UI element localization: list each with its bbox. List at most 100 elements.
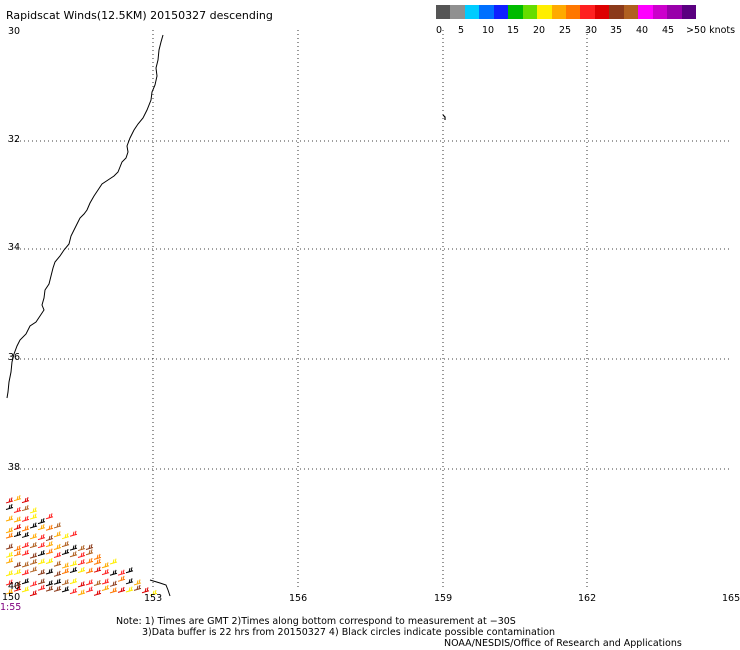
wind-barb [37, 578, 46, 585]
wind-barb [133, 584, 142, 591]
wind-barb [93, 589, 102, 596]
wind-barb [13, 516, 22, 523]
wind-barb [69, 588, 78, 595]
wind-barb [37, 542, 46, 549]
lon-label-165: 165 [722, 593, 740, 604]
legend-swatch [609, 5, 625, 19]
wind-barb [21, 569, 30, 576]
wind-barb [45, 557, 54, 564]
wind-barb [5, 497, 14, 504]
wind-barb [69, 566, 78, 573]
wind-barb [37, 524, 46, 531]
coastline-south [149, 579, 171, 597]
wind-barb [85, 567, 94, 574]
coastline [6, 34, 164, 399]
wind-barb [29, 522, 38, 529]
wind-barb [5, 527, 14, 534]
lon-label-162: 162 [578, 593, 597, 604]
legend-label: 45 [662, 25, 675, 36]
wind-barb [77, 545, 86, 552]
wind-barb [21, 578, 30, 585]
wind-barb [77, 581, 86, 588]
wind-barb [85, 586, 94, 593]
wind-barb [29, 566, 38, 573]
wind-barb [5, 557, 14, 564]
lat-label-38: 38 [8, 462, 21, 473]
wind-barb [61, 562, 70, 569]
lat-label-34: 34 [8, 242, 21, 253]
legend-swatch [667, 5, 683, 19]
wind-barb [101, 584, 110, 591]
wind-barb [77, 566, 86, 573]
legend-swatch [652, 5, 668, 19]
wind-barb [117, 569, 126, 576]
map-title: Rapidscat Winds(12.5KM) 20150327 descend… [6, 9, 273, 22]
wind-barb [101, 569, 110, 576]
legend-label: 15 [507, 25, 520, 36]
wind-barb [117, 575, 126, 582]
wind-barb [13, 585, 22, 592]
lat-label-36: 36 [8, 352, 21, 363]
lat-label-30: 30 [8, 26, 21, 37]
legend-swatch [537, 5, 553, 19]
legend-label: >50 knots [686, 25, 736, 36]
legend-swatch [566, 5, 581, 19]
wind-barb [13, 495, 22, 502]
wind-barb [29, 580, 38, 587]
wind-barb [85, 543, 94, 550]
legend-swatch [681, 5, 697, 19]
wind-barb [29, 542, 38, 549]
wind-barb [61, 533, 70, 540]
wind-barb [53, 570, 62, 577]
wind-barb [141, 587, 150, 594]
wind-barb [5, 588, 14, 595]
legend-swatch [493, 5, 509, 19]
wind-barb [21, 525, 30, 532]
lat-label-40: 40 [8, 581, 21, 592]
legend-swatch [479, 5, 495, 19]
wind-barb [37, 558, 46, 565]
time-label: 1:55 [0, 602, 22, 613]
wind-barb [93, 566, 102, 573]
wind-barb [45, 548, 54, 555]
wind-barb [93, 553, 102, 560]
wind-barb [5, 532, 14, 539]
wind-barb [5, 543, 14, 550]
wind-barb [109, 587, 118, 594]
wind-barb [21, 561, 30, 568]
wind-barb [93, 579, 102, 586]
legend-label: 30 [585, 25, 598, 36]
wind-barb [21, 531, 30, 538]
wind-barb [13, 545, 22, 552]
wind-barb [69, 530, 78, 537]
legend-swatch [623, 5, 639, 19]
wind-barb [29, 507, 38, 514]
wind-barb [101, 562, 110, 569]
wind-barb [109, 558, 118, 565]
wind-barb [77, 552, 86, 559]
wind-barb [93, 558, 102, 565]
wind-barb [21, 497, 30, 504]
wind-barb [5, 515, 14, 522]
wind-barb [69, 551, 78, 558]
wind-barb [117, 586, 126, 593]
legend-swatch [450, 5, 466, 19]
legend-swatch [436, 5, 451, 19]
wind-barb [53, 543, 62, 550]
wind-barb [53, 585, 62, 592]
legend-label: 5 [458, 25, 465, 36]
wind-barb [29, 590, 38, 597]
wind-barb [13, 568, 22, 575]
wind-barb [29, 552, 38, 559]
wind-barb [61, 541, 70, 548]
wind-barb [37, 569, 46, 576]
wind-barb [133, 579, 142, 586]
legend-label: 40 [636, 25, 649, 36]
wind-barb [45, 524, 54, 531]
legend-swatch [508, 5, 524, 19]
legend-swatch [522, 5, 538, 19]
wind-barb [29, 558, 38, 565]
legend-label: 25 [559, 25, 572, 36]
wind-barb [5, 570, 14, 577]
